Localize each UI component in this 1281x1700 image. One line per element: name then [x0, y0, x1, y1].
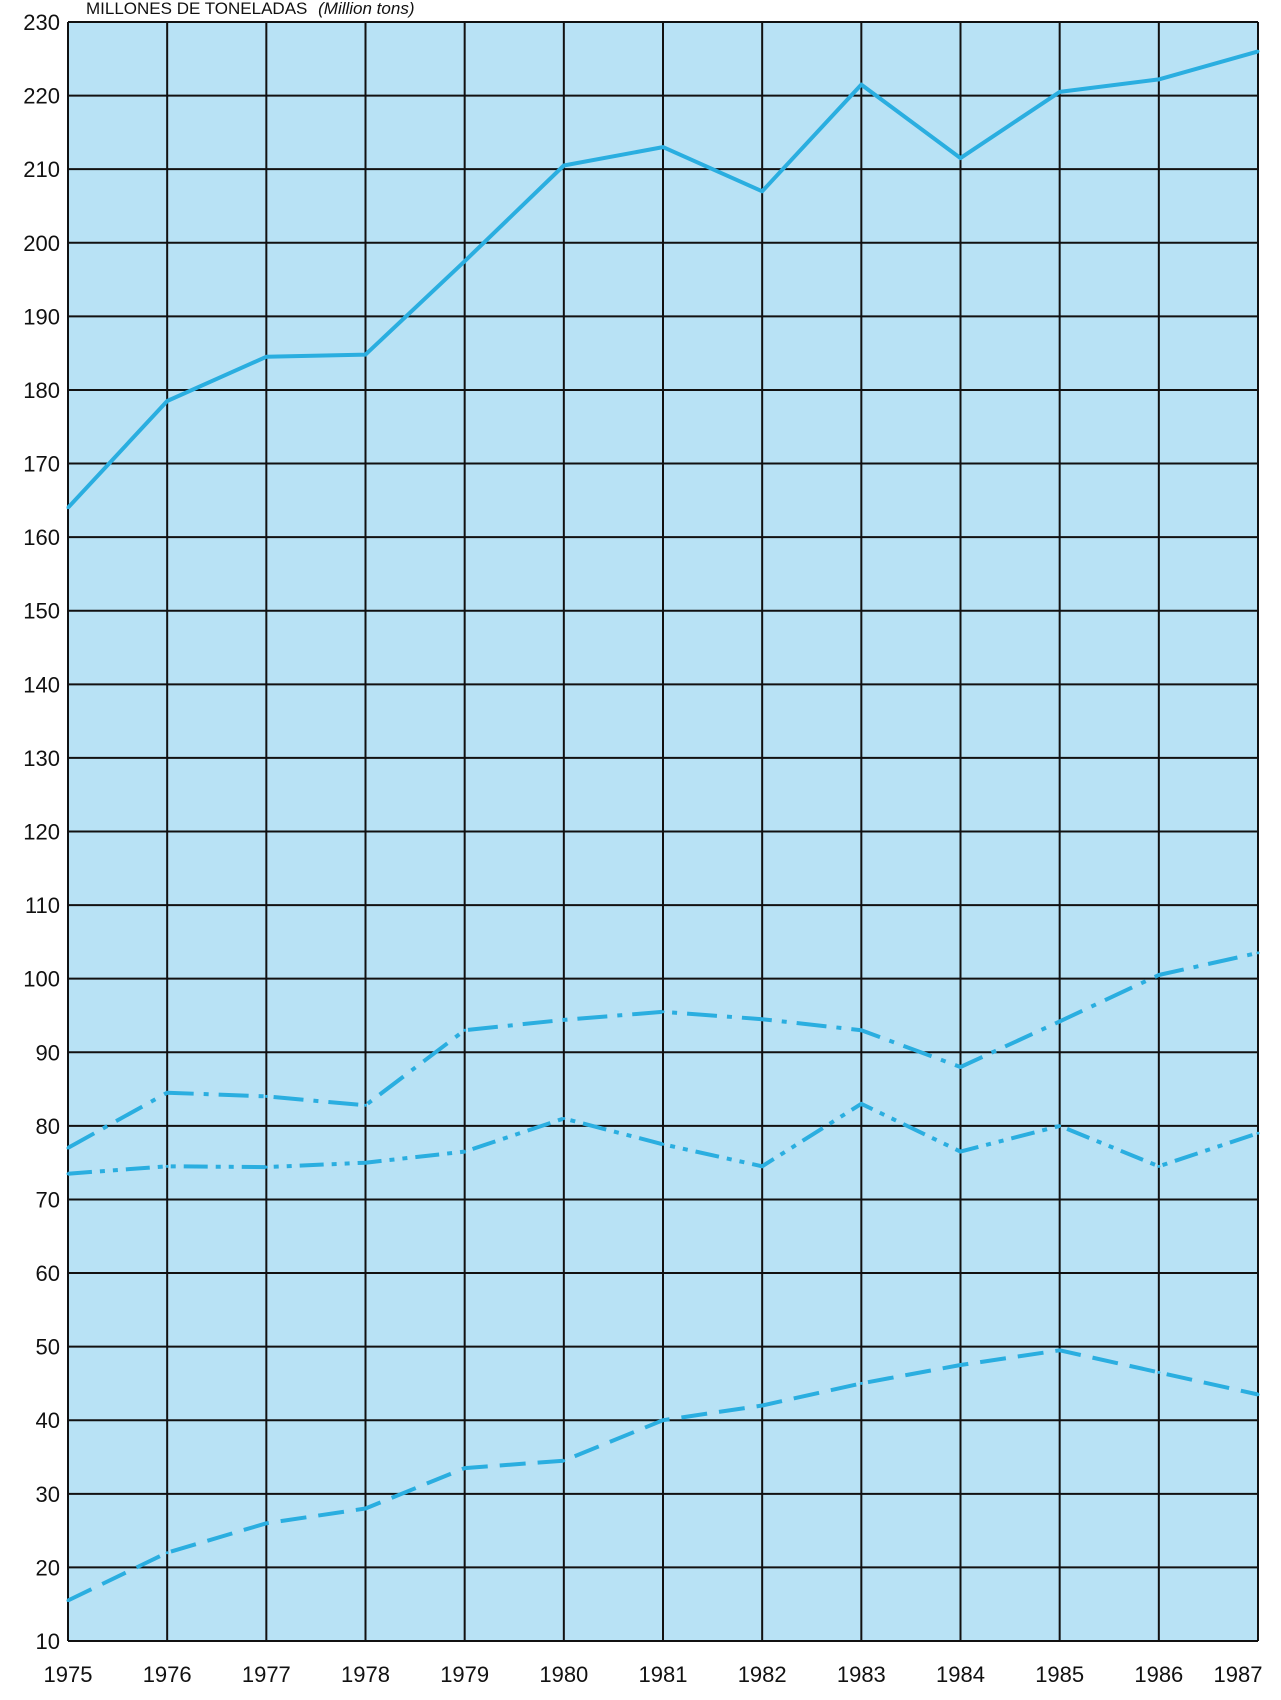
y-tick-label-160: 160: [23, 525, 60, 550]
series-4-point-1981: [661, 1418, 665, 1422]
x-tick-label-1978: 1978: [341, 1662, 390, 1687]
y-axis-ticks: 10 20 30 40 50 60 70 80 90 100 110 120 130 140 150 160 1…: [23, 10, 60, 1654]
y-tick-label-70: 70: [36, 1187, 60, 1212]
y-tick-label-190: 190: [23, 304, 60, 329]
series-4-point-1978: [364, 1507, 367, 1511]
series-1-point-1983: [859, 83, 863, 87]
series-2-point-1987: [1256, 951, 1260, 955]
svg-text:MILLONES DE TONELADAS: MILLONES DE TONELADAS (Million tons): [86, 0, 414, 18]
series-1-point-1976: [165, 399, 169, 403]
y-tick-label-230: 230: [23, 10, 60, 35]
x-tick-label-1975: 1975: [44, 1662, 93, 1687]
x-axis-ticks: 1975 1976 1977 1978 1979 1980 1981 1982 1983 1984…: [44, 1662, 1263, 1687]
series-2-point-1977: [264, 1094, 268, 1098]
y-axis-unit-label: MILLONES DE TONELADAS (Million tons): [86, 0, 414, 18]
y-tick-label-120: 120: [23, 820, 60, 845]
series-4-point-1982: [760, 1404, 764, 1408]
y-tick-label-40: 40: [36, 1408, 60, 1433]
x-tick-label-1987: 1987: [1214, 1662, 1263, 1687]
series-3-point-1987: [1256, 1131, 1260, 1135]
series-1-point-1986: [1157, 77, 1161, 81]
x-tick-label-1982: 1982: [738, 1662, 787, 1687]
y-tick-label-50: 50: [36, 1335, 60, 1360]
series-1-point-1975: [66, 506, 70, 510]
series-2-point-1978: [364, 1103, 367, 1107]
y-tick-label-220: 220: [23, 84, 60, 109]
x-tick-label-1985: 1985: [1035, 1662, 1084, 1687]
y-tick-label-90: 90: [36, 1040, 60, 1065]
series-2-point-1986: [1157, 973, 1161, 977]
series-3-point-1983: [859, 1102, 863, 1106]
x-tick-label-1976: 1976: [143, 1662, 192, 1687]
y-tick-label-210: 210: [23, 157, 60, 182]
series-2-point-1975: [66, 1146, 70, 1150]
series-2-point-1979: [463, 1028, 467, 1032]
series-lines: [66, 49, 1260, 1603]
x-tick-label-1984: 1984: [936, 1662, 985, 1687]
series-2-point-1976: [165, 1091, 169, 1095]
series-3-point-1980: [562, 1117, 566, 1121]
series-4-point-1983: [859, 1381, 863, 1385]
y-tick-label-100: 100: [23, 967, 60, 992]
y-tick-label-60: 60: [36, 1261, 60, 1286]
series-4-point-1984: [959, 1363, 962, 1367]
series-4-point-1975: [66, 1599, 70, 1603]
series-4-point-1986: [1157, 1370, 1161, 1374]
y-axis-unit-subtitle: (Million tons): [318, 0, 414, 18]
series-1-point-1984: [959, 156, 962, 160]
x-tick-label-1981: 1981: [639, 1662, 688, 1687]
series-3-point-1986: [1157, 1164, 1161, 1168]
series-3-point-1981: [661, 1142, 665, 1146]
series-1-point-1980: [562, 164, 566, 168]
series-3-point-1976: [165, 1164, 169, 1168]
series-4-point-1976: [165, 1551, 169, 1555]
series-2-point-1983: [859, 1028, 863, 1032]
series-2-point-1984: [959, 1065, 962, 1069]
series-4-point-1977: [264, 1521, 268, 1525]
series-3-point-1982: [760, 1164, 764, 1168]
series-4-point-1985: [1058, 1348, 1062, 1352]
series-2-point-1980: [562, 1018, 566, 1022]
x-tick-label-1983: 1983: [837, 1662, 886, 1687]
y-tick-label-20: 20: [36, 1555, 60, 1580]
series-3-point-1975: [66, 1172, 70, 1176]
y-tick-label-150: 150: [23, 599, 60, 624]
series-1-point-1981: [661, 145, 665, 149]
y-tick-label-110: 110: [25, 893, 60, 918]
y-tick-label-140: 140: [23, 672, 60, 697]
y-tick-label-80: 80: [36, 1114, 60, 1139]
x-tick-label-1979: 1979: [440, 1662, 489, 1687]
y-tick-label-130: 130: [23, 746, 60, 771]
series-1-point-1978: [364, 353, 367, 357]
y-axis-unit-title: MILLONES DE TONELADAS: [86, 0, 307, 18]
x-tick-label-1977: 1977: [242, 1662, 291, 1687]
series-3-point-1978: [364, 1161, 367, 1165]
series-4-point-1980: [562, 1459, 566, 1463]
series-1-point-1982: [760, 189, 764, 193]
y-tick-label-10: 10: [36, 1629, 60, 1654]
series-4-point-1979: [463, 1466, 467, 1470]
series-2-point-1981: [661, 1010, 665, 1014]
series-3-point-1984: [959, 1150, 962, 1154]
series-2-point-1985: [1058, 1019, 1062, 1023]
y-tick-label-170: 170: [23, 452, 60, 477]
y-tick-label-200: 200: [23, 231, 60, 256]
series-3-point-1979: [463, 1150, 467, 1154]
y-tick-label-30: 30: [36, 1482, 60, 1507]
series-1-point-1979: [463, 259, 467, 263]
series-3-point-1977: [264, 1165, 268, 1169]
y-tick-label-180: 180: [23, 378, 60, 403]
x-tick-label-1986: 1986: [1134, 1662, 1183, 1687]
series-1-point-1987: [1256, 49, 1260, 53]
series-4-point-1987: [1256, 1392, 1260, 1396]
series-1-point-1985: [1058, 90, 1062, 94]
series-3-point-1985: [1058, 1124, 1062, 1128]
x-tick-label-1980: 1980: [539, 1662, 588, 1687]
series-1-point-1977: [264, 355, 268, 359]
series-2-point-1982: [760, 1017, 764, 1021]
